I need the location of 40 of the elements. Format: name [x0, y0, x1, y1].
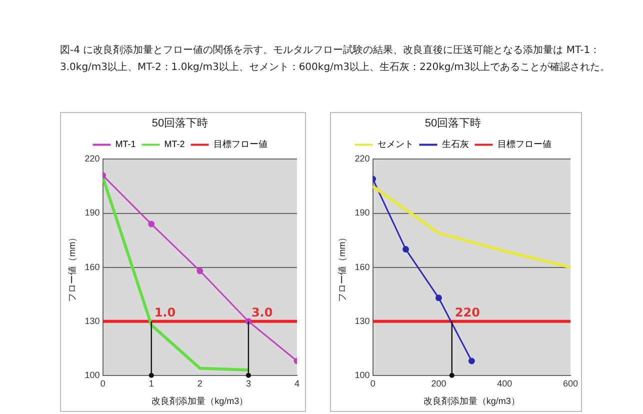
- chart-title: 50回落下時: [152, 116, 208, 130]
- point: [468, 358, 475, 364]
- x-tick-label: 3: [246, 378, 251, 388]
- legend-label: 目標フロー値: [213, 139, 268, 150]
- point: [402, 246, 410, 253]
- x-tick-label: 4: [294, 378, 300, 388]
- x-tick-label: 2: [197, 378, 202, 388]
- legend-label: MT-1: [115, 139, 136, 150]
- annotation: 3.0: [251, 305, 273, 320]
- y-axis-title: フロー値（mm）: [66, 232, 77, 302]
- legend-label: 目標フロー値: [497, 139, 552, 150]
- x-axis-title: 改良剤添加量（kg/m3）: [152, 396, 248, 406]
- y-tick-label: 220: [84, 154, 100, 164]
- y-tick-label: 190: [84, 208, 100, 218]
- legend-label: セメント: [377, 139, 414, 150]
- y-tick-label: 190: [354, 208, 370, 218]
- y-tick-label: 100: [84, 370, 100, 380]
- chart-title: 50回落下時: [424, 116, 482, 130]
- point: [196, 268, 204, 274]
- x-tick-label: 600: [562, 378, 578, 388]
- x-tick-label: 1: [148, 378, 154, 388]
- annotation: 220: [454, 305, 480, 320]
- y-tick-label: 130: [354, 316, 370, 326]
- y-tick-label: 160: [354, 262, 370, 272]
- legend-label: MT-2: [164, 139, 185, 150]
- y-axis-title: フロー値（mm）: [336, 232, 347, 302]
- text: 図-4 に改良剤添加量とフロー値の関係を示す。モルタルフロー試験の結果、改良直後に圧送可能となる添加量は MT-1：3.0kg/m3以上、MT-2：1.0kg/m3以上、セメント：600kg/m3以上、生石灰：220kg/m3以上であることが確認された。: [60, 44, 612, 75]
- x-tick-label: 0: [100, 378, 106, 388]
- annotation: 1.0: [154, 305, 176, 320]
- legend-label: 生石灰: [442, 139, 469, 150]
- x-tick-label: 200: [431, 378, 446, 388]
- y-tick-label: 130: [84, 316, 100, 326]
- y-tick-label: 220: [354, 154, 370, 164]
- x-tick-label: 400: [497, 378, 512, 388]
- y-tick-label: 160: [84, 262, 100, 272]
- x-tick-label: 0: [370, 378, 376, 388]
- x-axis-title: 改良剤添加量（kg/m3）: [423, 396, 520, 406]
- point: [148, 220, 155, 228]
- point: [435, 294, 442, 302]
- y-tick-label: 100: [354, 370, 370, 380]
